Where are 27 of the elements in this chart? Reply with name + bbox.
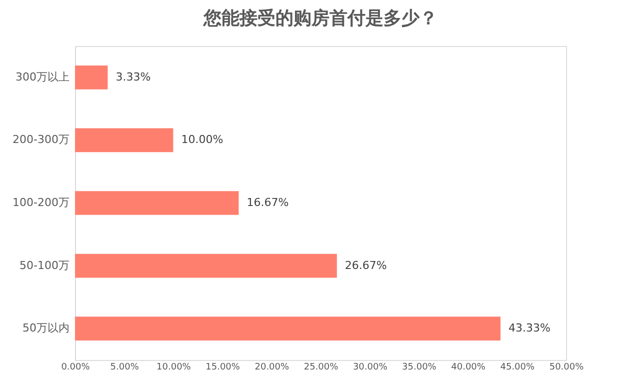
bar (75, 254, 337, 278)
x-tick-label: 30.00% (352, 362, 388, 372)
x-tick-label: 50.00% (549, 362, 584, 372)
chart-title: 您能接受的购房首付是多少？ (202, 8, 438, 29)
y-tick-label: 50-100万 (20, 258, 70, 272)
y-tick-label: 200-300万 (12, 133, 70, 146)
x-tick-label: 25.00% (304, 362, 339, 372)
y-tick-label: 100-200万 (12, 196, 70, 209)
y-tick-label: 50万以内 (22, 322, 70, 335)
data-label: 26.67% (344, 258, 387, 272)
bar (75, 316, 500, 341)
data-label: 43.33% (508, 322, 550, 335)
x-tick-label: 5.00% (110, 362, 140, 372)
x-tick-label: 20.00% (254, 362, 290, 372)
x-tick-label: 45.00% (500, 362, 535, 372)
x-tick-label: 35.00% (402, 362, 437, 372)
x-tick-label: 10.00% (156, 362, 192, 372)
data-label: 10.00% (181, 133, 224, 146)
data-label: 3.33% (116, 70, 151, 84)
bar (75, 128, 174, 152)
x-tick-label: 40.00% (451, 362, 486, 372)
x-tick-label: 0.00% (61, 362, 90, 372)
data-label: 16.67% (246, 196, 289, 209)
x-tick-label: 15.00% (206, 362, 240, 372)
y-tick-label: 300万以上 (16, 70, 70, 84)
bar (75, 191, 239, 215)
bar (75, 65, 108, 90)
